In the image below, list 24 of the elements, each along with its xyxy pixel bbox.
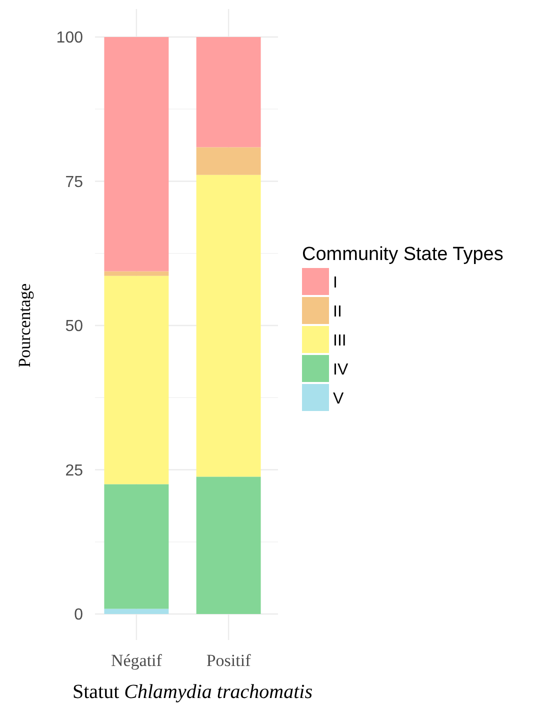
y-tick-label: 100 — [56, 30, 84, 47]
y-tick-label: 0 — [74, 606, 84, 624]
bar — [104, 484, 169, 609]
legend-label: III — [333, 332, 346, 350]
x-axis-title: Statut Chlamydia trachomatis — [72, 681, 313, 703]
legend-label: I — [333, 274, 338, 292]
bar — [104, 37, 169, 272]
bar — [196, 37, 261, 148]
x-tick-label: Négatif — [110, 651, 162, 670]
bar — [196, 174, 261, 477]
bar — [104, 608, 169, 614]
bar — [104, 276, 169, 484]
bar — [196, 147, 261, 175]
legend-title: Community State Types — [302, 244, 504, 265]
x-tick-label: Positif — [206, 651, 252, 670]
y-tick-label: 75 — [65, 174, 84, 191]
y-tick-label: 50 — [65, 318, 84, 336]
y-axis-title: Pourcentage — [15, 283, 34, 368]
legend-label: II — [333, 304, 342, 321]
bar — [104, 271, 169, 276]
y-tick-label: 25 — [65, 462, 84, 480]
bar — [196, 476, 261, 614]
legend-label: IV — [333, 362, 348, 379]
legend-label: V — [333, 390, 344, 408]
